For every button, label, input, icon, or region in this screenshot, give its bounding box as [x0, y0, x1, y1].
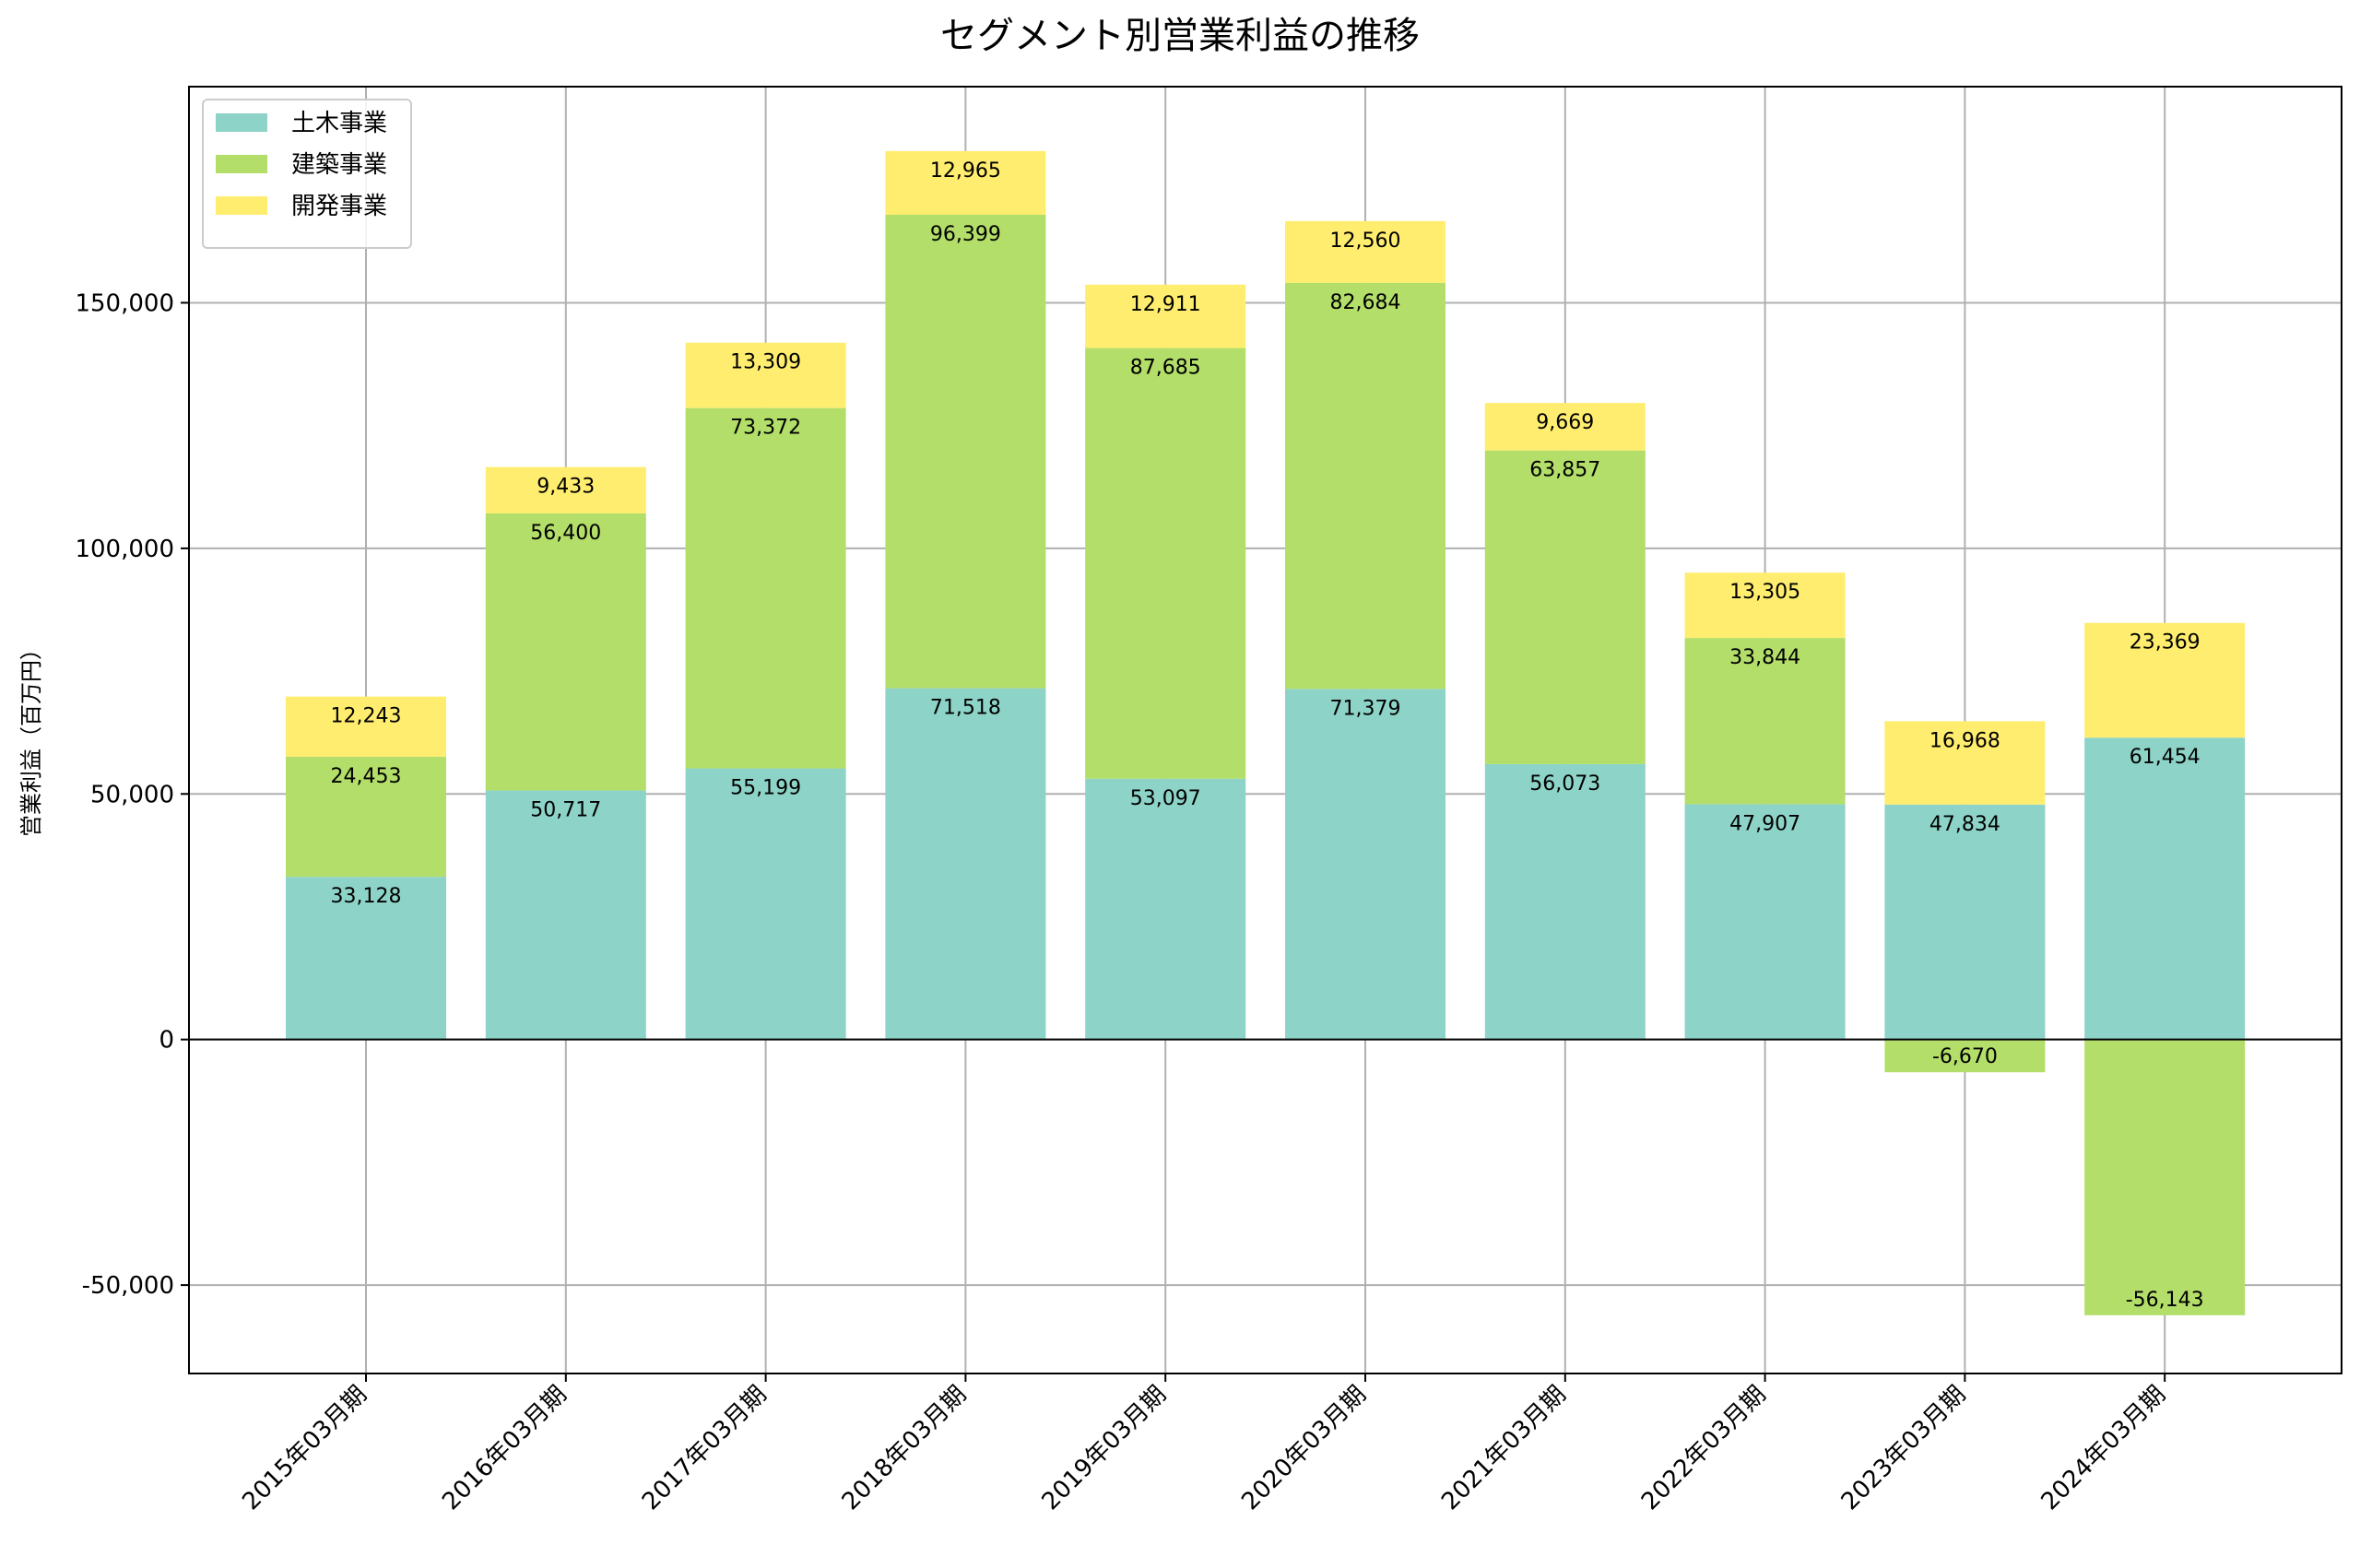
x-tick-label: 2018年03月期 [837, 1381, 973, 1516]
bar-segment [885, 214, 1046, 689]
data-label: 16,968 [1929, 729, 2000, 752]
bar-segment [1085, 284, 1246, 348]
x-tick-label: 2024年03月期 [2036, 1381, 2172, 1516]
x-tick-label: 2016年03月期 [437, 1381, 572, 1516]
data-label: 13,305 [1729, 581, 1800, 604]
bar-segment [685, 342, 846, 408]
x-tick-label: 2019年03月期 [1037, 1381, 1173, 1516]
data-label: 56,073 [1529, 772, 1600, 796]
data-label: 12,911 [1130, 293, 1201, 316]
data-label: 87,685 [1130, 357, 1201, 380]
legend-swatch [216, 113, 267, 132]
y-tick-label: -50,000 [82, 1272, 174, 1300]
bar-segment [286, 756, 446, 878]
bar-segment [286, 877, 446, 1040]
data-label: 50,717 [530, 798, 601, 821]
x-tick-label: 2017年03月期 [637, 1381, 773, 1516]
data-label: 12,243 [331, 705, 402, 728]
data-label: 24,453 [331, 765, 402, 788]
legend-swatch [216, 155, 267, 173]
bar-segment [685, 407, 846, 769]
x-tick-label: 2022年03月期 [1636, 1381, 1772, 1516]
bars-layer [286, 150, 2246, 1315]
bar-segment [885, 150, 1046, 215]
data-label: 82,684 [1330, 291, 1401, 314]
data-label: -6,670 [1932, 1045, 1998, 1068]
bar-segment [1285, 689, 1446, 1040]
data-label: 63,857 [1529, 459, 1600, 482]
labels-layer: 33,128 50,717 55,199 71,518 53,097 71,379 56,0… [331, 159, 2204, 1312]
legend-swatch [216, 196, 267, 215]
bar-segment [2084, 622, 2246, 738]
bar-segment [1085, 348, 1246, 779]
data-label: 47,907 [1729, 812, 1800, 835]
data-label: 55,199 [730, 777, 801, 800]
bar-segment [1285, 220, 1446, 283]
plot-frame [188, 86, 2342, 1374]
data-label: 33,128 [331, 885, 402, 908]
bar-segment [1484, 763, 1646, 1040]
data-label: -56,143 [2126, 1289, 2204, 1312]
bar-segment [1484, 403, 1646, 451]
y-tick-label: 50,000 [90, 781, 174, 808]
data-label: 73,372 [730, 417, 801, 440]
data-label: 53,097 [1130, 787, 1201, 810]
y-tick-label: 0 [159, 1027, 174, 1055]
legend-label: 建築事業 [291, 151, 387, 179]
x-tick-label: 2023年03月期 [1836, 1381, 1972, 1516]
data-label: 23,369 [2130, 631, 2201, 654]
bar-segment [1884, 1039, 2046, 1073]
bar-segment [1684, 804, 1846, 1040]
y-tick-label: 100,000 [75, 536, 174, 563]
data-label: 12,965 [930, 159, 1001, 183]
bar-segment [1484, 450, 1646, 764]
data-label: 13,309 [730, 351, 801, 374]
data-label: 61,454 [2130, 746, 2201, 769]
data-label: 9,433 [537, 476, 595, 499]
y-axis-label: 営業利益（百万円） [18, 638, 44, 837]
bar-segment [2084, 737, 2246, 1040]
data-label: 9,669 [1536, 411, 1594, 434]
bar-segment [2084, 1039, 2246, 1315]
data-label: 47,834 [1929, 813, 2000, 836]
y-tick-label: 150,000 [75, 289, 174, 317]
bar-segment [1884, 721, 2046, 805]
data-label: 71,379 [1330, 697, 1401, 720]
data-label: 12,560 [1330, 230, 1401, 253]
bar-segment [1684, 572, 1846, 639]
bar-segment [485, 513, 646, 791]
legend-label: 開発事業 [291, 193, 387, 220]
x-tick-label: 2021年03月期 [1436, 1381, 1572, 1516]
bar-segment [1884, 804, 2046, 1040]
x-tick-label: 2015年03月期 [237, 1381, 372, 1516]
bar-segment [1285, 282, 1446, 690]
bar-segment [1684, 638, 1846, 805]
bar-segment [1085, 778, 1246, 1040]
chart-title: セグメント別営業利益の推移 [940, 15, 1420, 57]
data-label: 56,400 [530, 522, 601, 545]
bar-segment [685, 768, 846, 1040]
legend-label: 土木事業 [291, 110, 387, 137]
bar-segment [485, 466, 646, 513]
bar-segment [286, 696, 446, 757]
x-tick-label: 2020年03月期 [1236, 1381, 1372, 1516]
data-label: 96,399 [930, 223, 1001, 246]
bar-segment [485, 790, 646, 1040]
bar-segment [885, 688, 1046, 1040]
data-label: 33,844 [1729, 646, 1800, 669]
data-label: 71,518 [930, 697, 1001, 720]
